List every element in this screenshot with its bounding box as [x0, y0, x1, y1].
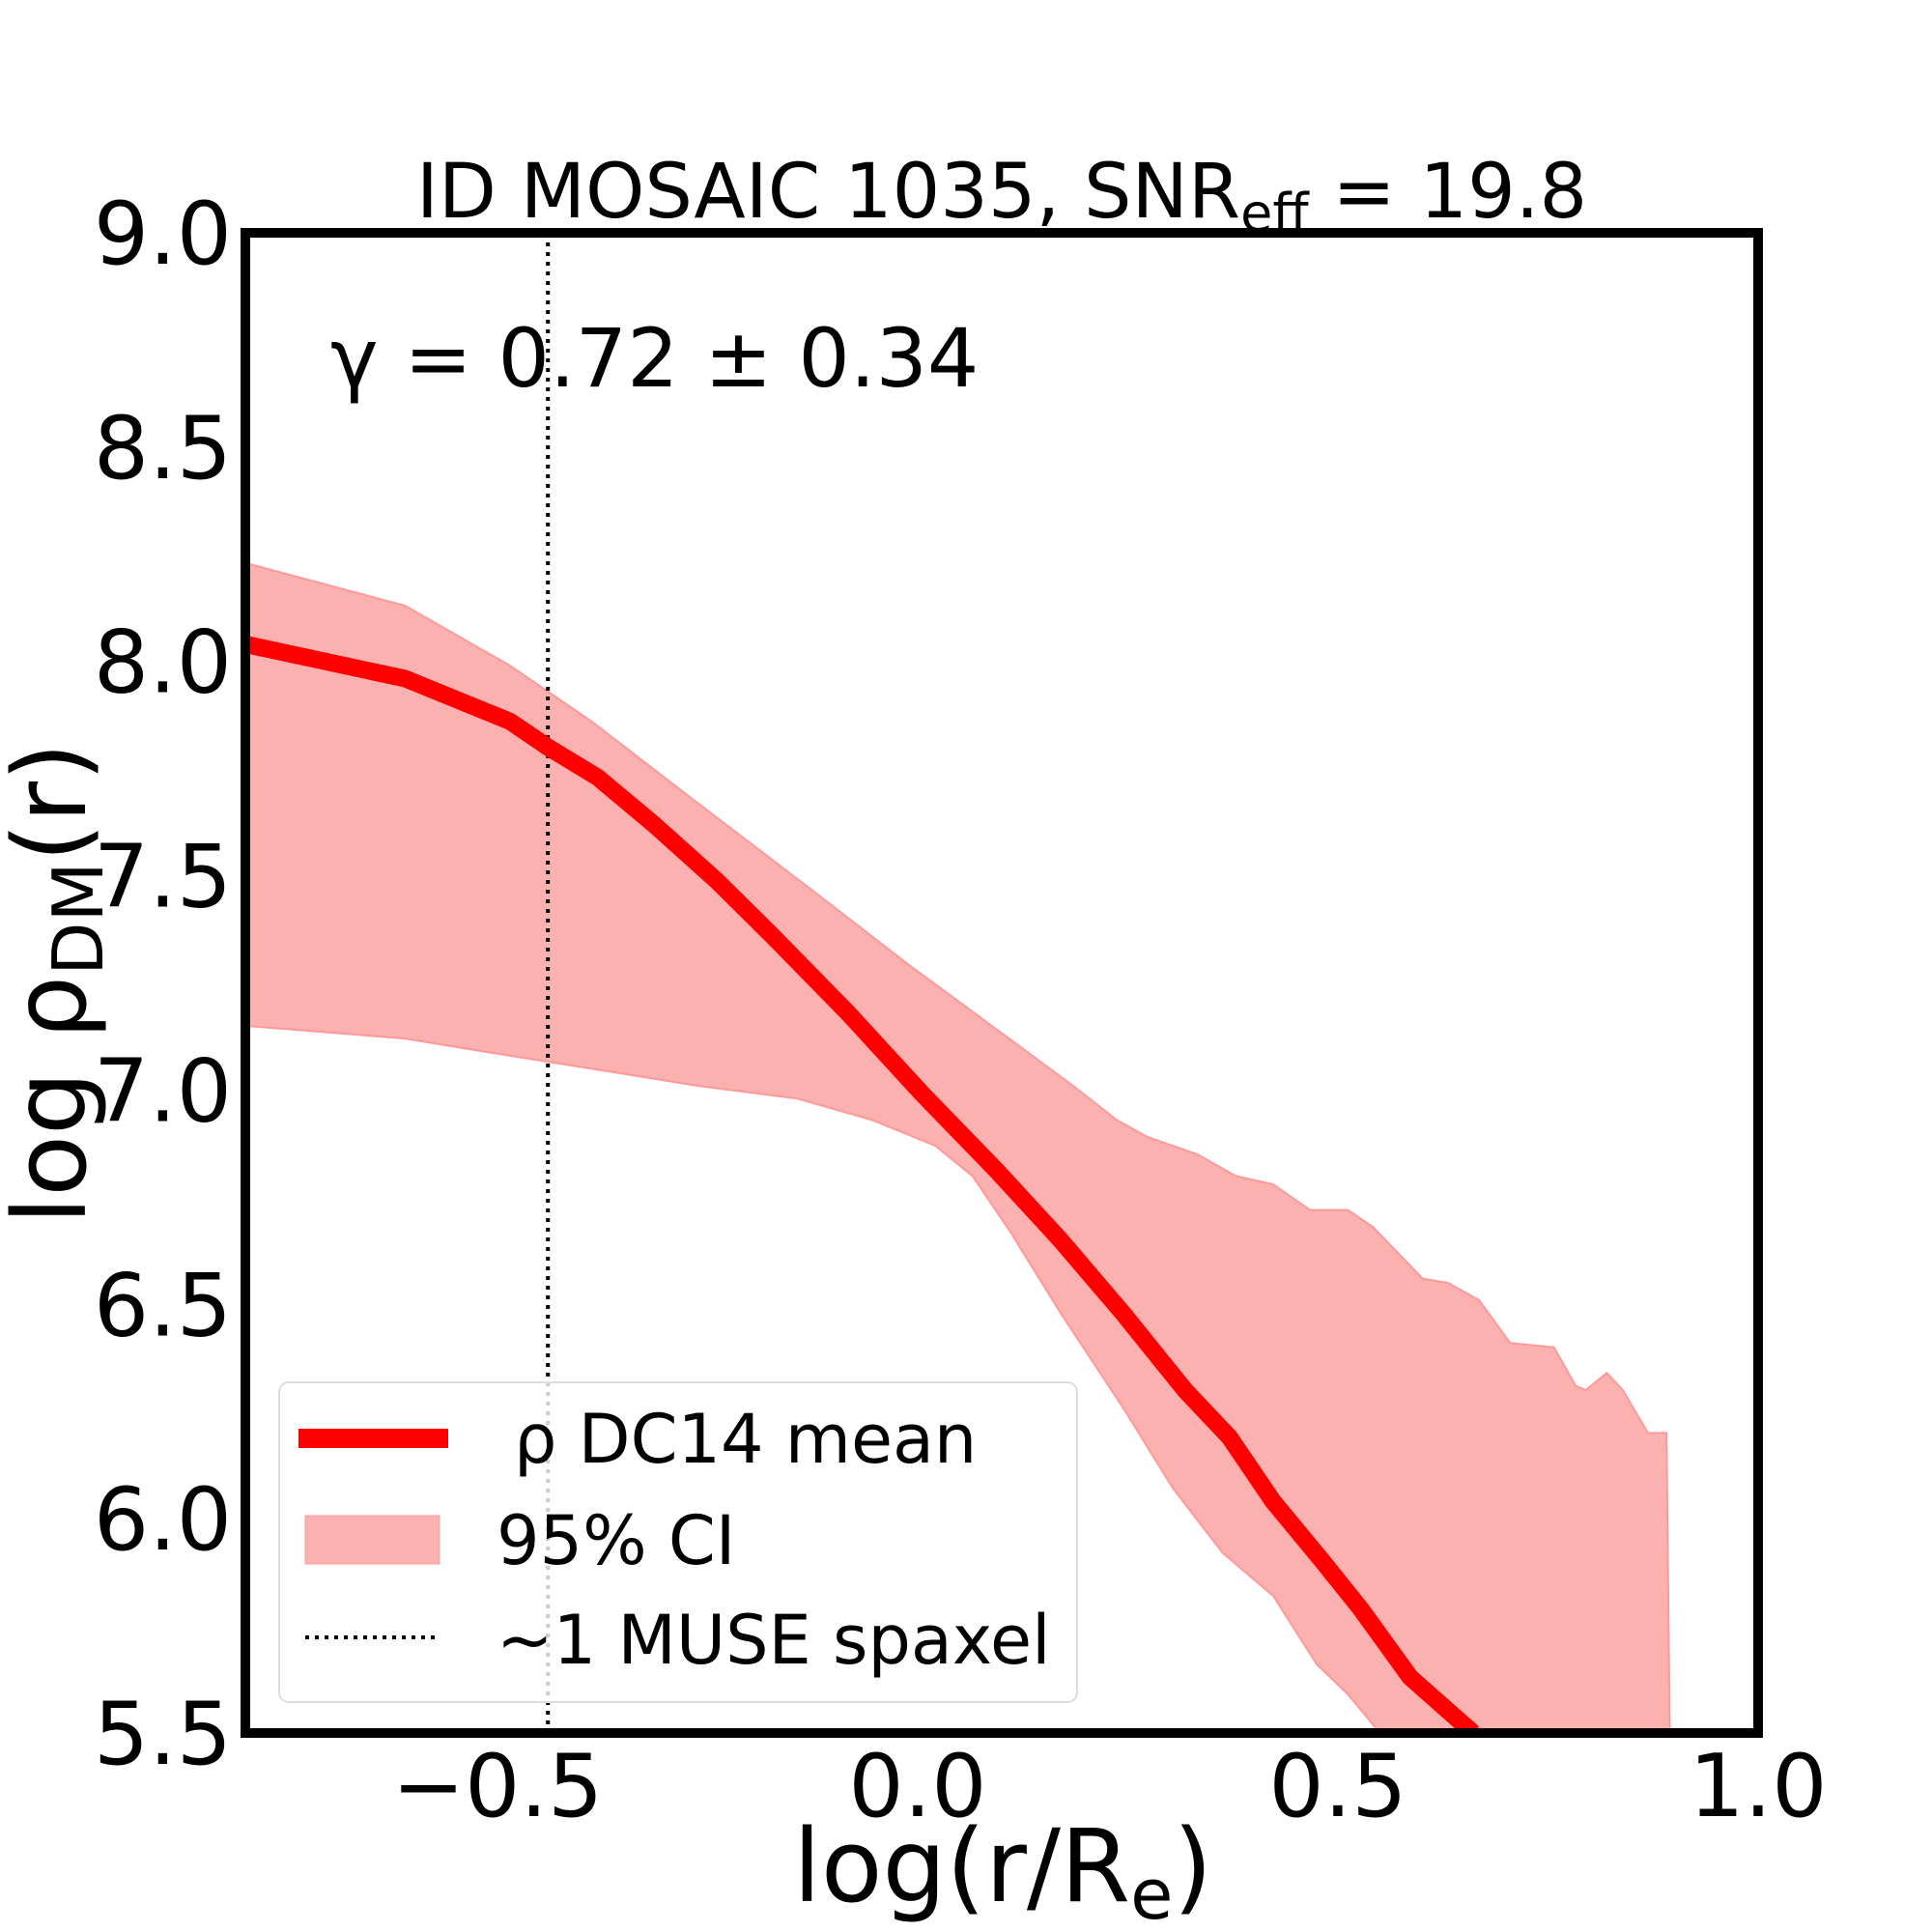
y-tick-label: 7.5: [94, 827, 232, 928]
legend-box: [278, 1381, 1078, 1703]
y-axis-label: log ρDM(r): [0, 742, 119, 1224]
y-tick-label: 7.0: [94, 1040, 232, 1142]
legend-band-swatch: [304, 1515, 440, 1565]
y-tick-label: 8.0: [94, 612, 232, 714]
legend-spaxel-label: ~1 MUSE spaxel: [497, 1601, 1051, 1680]
x-tick-label: 0.5: [1268, 1736, 1406, 1837]
ci-band: [245, 561, 1671, 1733]
y-tick-label: 9.0: [94, 184, 232, 285]
x-tick-label: 1.0: [1689, 1736, 1827, 1837]
x-tick-label: 0.0: [848, 1736, 986, 1837]
x-tick-label: −0.5: [392, 1736, 604, 1837]
mean-line: [245, 636, 1480, 1733]
legend: ρ DC14 mean 95% CI ~1 MUSE spaxel: [278, 1381, 1078, 1703]
y-tick-label: 6.0: [94, 1469, 232, 1571]
y-tick-label: 6.5: [94, 1255, 232, 1356]
legend-mean-label: ρ DC14 mean: [514, 1400, 977, 1479]
y-tick-label: 5.5: [94, 1684, 232, 1785]
y-tick-label: 8.5: [94, 398, 232, 499]
x-axis-label: log(r/Re): [793, 1807, 1212, 1932]
chart-title: ID MOSAIC 1035, SNReff = 19.8: [416, 149, 1587, 243]
plot-frame: [241, 228, 1763, 1738]
gamma-annotation: γ = 0.72 ± 0.34: [330, 311, 979, 406]
legend-band-label: 95% CI: [497, 1501, 735, 1580]
